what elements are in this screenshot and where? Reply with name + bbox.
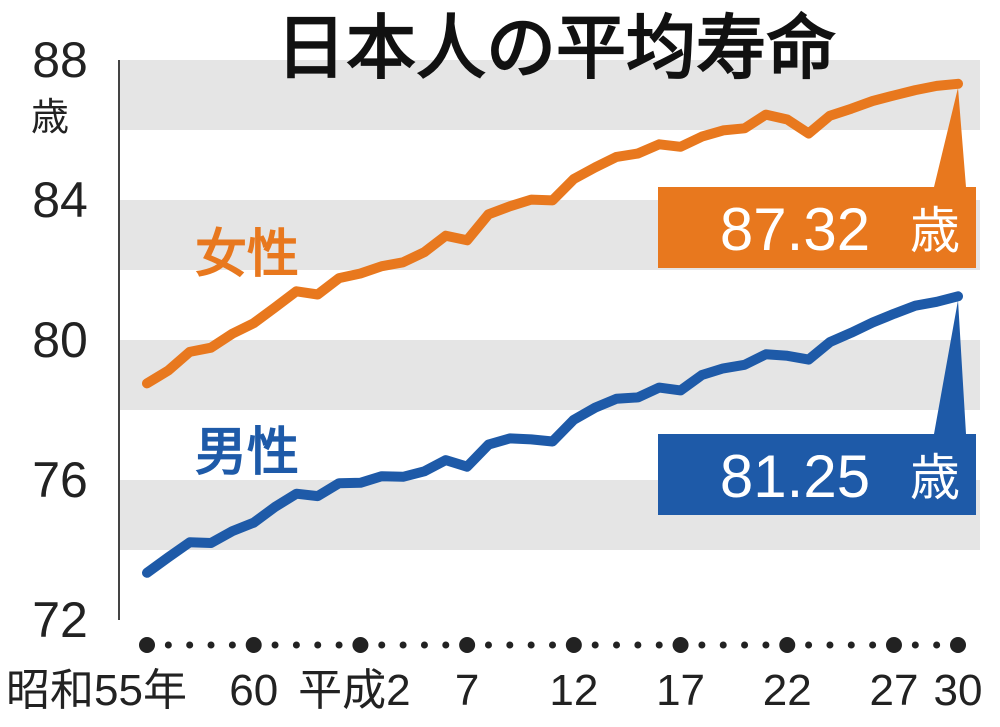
- male-series-line: [142, 291, 963, 578]
- female-series-label: 女性: [195, 225, 299, 285]
- male-callout-unit: 歳: [910, 449, 960, 507]
- x-minor-tick: [826, 641, 834, 649]
- x-tick-label: 17: [656, 666, 705, 715]
- x-major-tick: [885, 637, 902, 653]
- female-callout-unit: 歳: [910, 202, 960, 260]
- x-minor-tick: [207, 641, 215, 649]
- grid-band: [120, 340, 980, 410]
- x-minor-tick: [314, 641, 322, 649]
- x-minor-tick: [911, 641, 919, 649]
- x-tick-label: 12: [549, 666, 598, 715]
- x-minor-tick: [527, 641, 535, 649]
- x-minor-tick: [484, 641, 492, 649]
- x-minor-tick: [186, 641, 194, 649]
- x-minor-tick: [591, 641, 599, 649]
- x-major-tick: [459, 637, 476, 653]
- female-callout-box: [658, 87, 976, 268]
- y-tick-label: 80: [32, 312, 88, 368]
- y-tick-label: 84: [32, 172, 88, 228]
- x-minor-tick: [719, 641, 727, 649]
- x-tick-label: 22: [763, 666, 812, 715]
- x-major-tick: [352, 637, 369, 653]
- x-tick-label: 27: [869, 666, 918, 715]
- x-minor-tick: [164, 641, 172, 649]
- x-minor-tick: [506, 641, 514, 649]
- x-minor-tick: [762, 641, 770, 649]
- x-minor-tick: [420, 641, 428, 649]
- x-minor-tick: [847, 641, 855, 649]
- x-minor-tick: [613, 641, 621, 649]
- y-axis-unit: 歳: [31, 95, 69, 139]
- x-major-tick: [245, 637, 262, 653]
- x-tick-label: 昭和55年: [6, 666, 187, 715]
- x-tick-label: 平成2: [298, 666, 410, 715]
- x-minor-tick: [271, 641, 279, 649]
- chart-title: 日本人の平均寿命: [276, 7, 836, 89]
- x-minor-tick: [655, 641, 663, 649]
- x-tick-label: 30: [934, 666, 983, 715]
- y-tick-label: 76: [32, 452, 88, 508]
- x-minor-tick: [698, 641, 706, 649]
- x-major-tick: [672, 637, 689, 653]
- female-series-line: [142, 78, 963, 389]
- x-major-tick: [779, 637, 796, 653]
- x-major-tick: [139, 637, 155, 653]
- x-tick-label: 7: [455, 666, 479, 715]
- x-minor-tick: [549, 641, 556, 649]
- x-minor-tick: [805, 641, 813, 649]
- x-axis: 昭和55年 60 平成2 7 12 17 22 27 30: [6, 637, 982, 715]
- y-tick-labels: 88 84 80 76 72: [32, 32, 88, 648]
- x-minor-tick: [399, 641, 407, 649]
- x-minor-tick: [869, 641, 877, 649]
- x-minor-tick: [378, 641, 386, 649]
- x-minor-tick: [292, 641, 300, 649]
- x-minor-tick: [335, 641, 343, 649]
- x-major-tick: [565, 637, 582, 653]
- male-callout-box: [658, 300, 976, 515]
- y-tick-label: 72: [32, 592, 88, 648]
- x-minor-tick: [741, 641, 749, 649]
- x-minor-tick: [228, 641, 236, 649]
- x-minor-tick: [442, 641, 450, 649]
- x-minor-tick: [634, 641, 642, 649]
- male-series-label: 男性: [195, 423, 299, 483]
- x-major-tick: [950, 637, 966, 653]
- x-tick-label: 60: [229, 666, 278, 715]
- male-callout-value: 81.25: [720, 443, 870, 510]
- x-minor-tick: [933, 641, 941, 649]
- female-callout-value: 87.32: [720, 196, 870, 263]
- male-callout: 81.25 歳: [658, 300, 976, 515]
- y-tick-label: 88: [32, 32, 88, 88]
- female-callout: 87.32 歳: [658, 87, 976, 268]
